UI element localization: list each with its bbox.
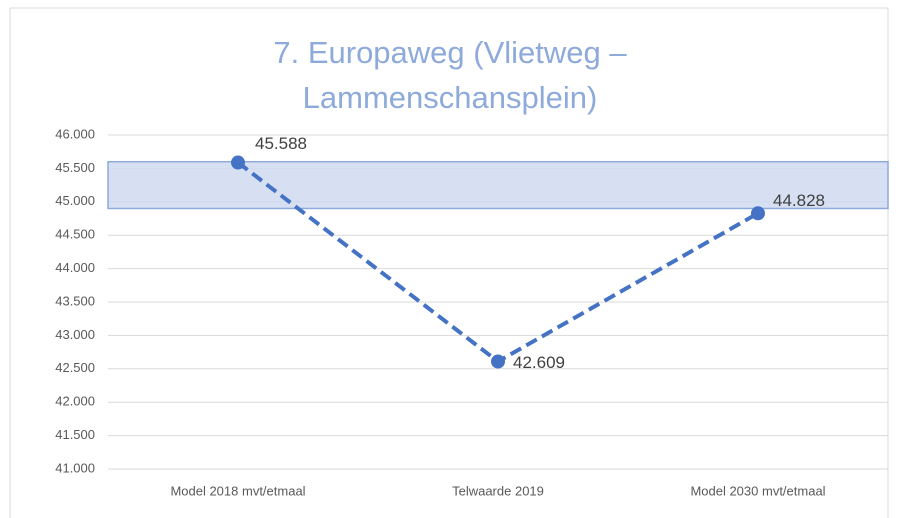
y-tick-label: 44.000	[55, 260, 95, 275]
y-tick-label: 42.000	[55, 394, 95, 409]
y-tick-label: 41.500	[55, 427, 95, 442]
chart-border	[9, 7, 889, 518]
y-tick-label: 43.000	[55, 327, 95, 342]
y-tick-label: 42.500	[55, 360, 95, 375]
y-tick-label: 45.500	[55, 160, 95, 175]
data-label: 45.588	[255, 134, 307, 153]
data-label: 42.609	[513, 353, 565, 372]
y-tick-label: 46.000	[55, 126, 95, 141]
y-tick-label: 41.000	[55, 460, 95, 475]
data-label: 44.828	[773, 191, 825, 210]
x-tick-label: Telwaarde 2019	[452, 483, 544, 498]
y-tick-label: 45.000	[55, 193, 95, 208]
band	[107, 160, 889, 210]
chart-title: 7. Europaweg (Vlietweg – Lammenschansple…	[273, 35, 627, 115]
y-tick-label: 43.500	[55, 293, 95, 308]
marker	[491, 354, 505, 369]
y-tick-label: 44.500	[55, 227, 95, 242]
marker	[751, 206, 765, 221]
x-tick-label: Model 2018 mvt/etmaal	[170, 483, 305, 498]
marker	[231, 155, 245, 170]
x-tick-label: Model 2030 mvt/etmaal	[690, 483, 825, 498]
